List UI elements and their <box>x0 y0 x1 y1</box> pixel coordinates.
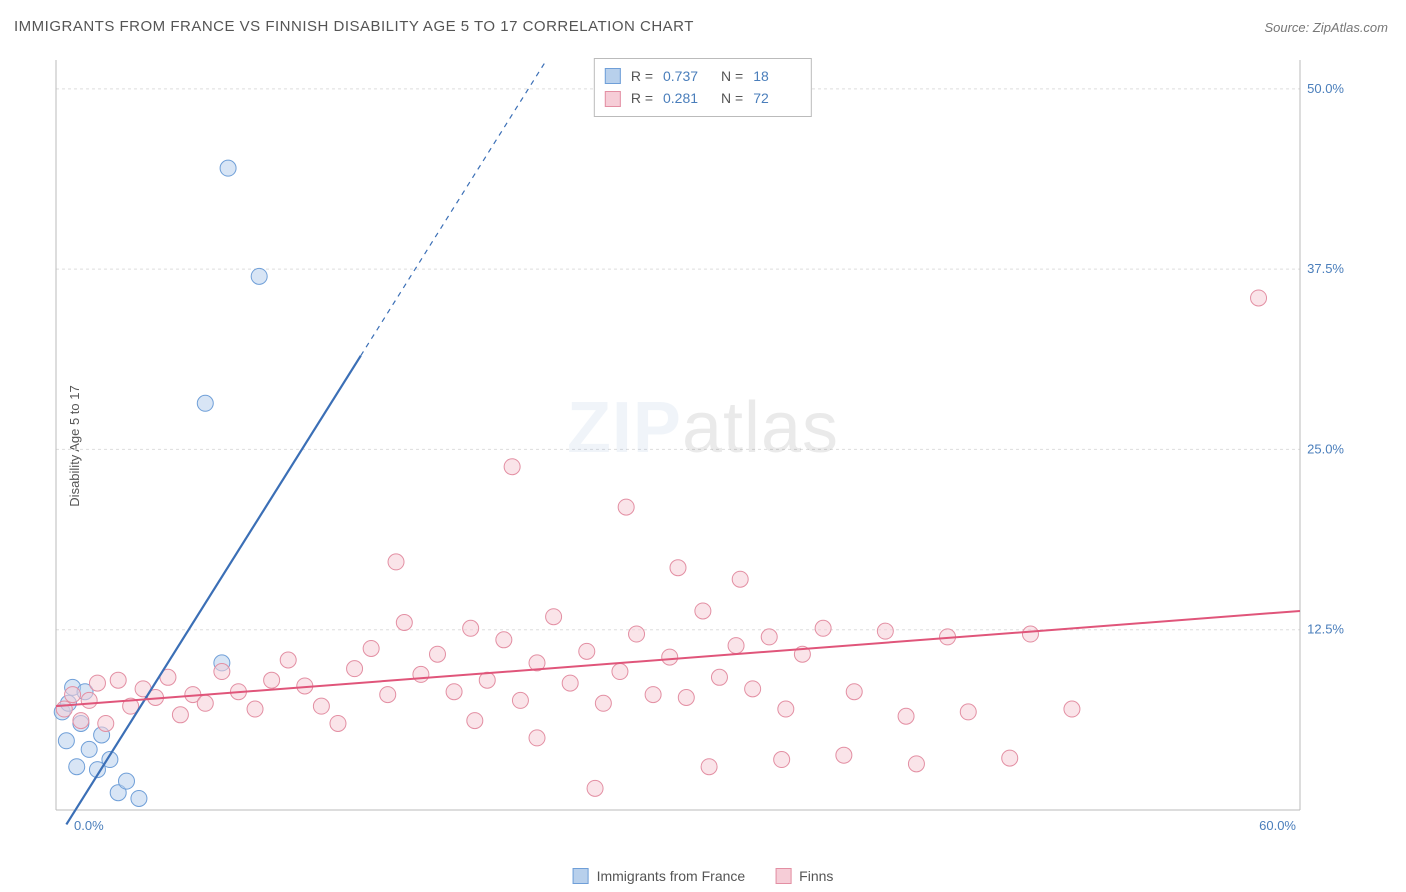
n-value-finns: 72 <box>753 87 801 109</box>
svg-text:37.5%: 37.5% <box>1307 261 1344 276</box>
series-legend: Immigrants from France Finns <box>573 868 834 884</box>
swatch-finns-icon <box>775 868 791 884</box>
n-label: N = <box>721 87 743 109</box>
svg-text:0.0%: 0.0% <box>74 818 104 833</box>
scatter-svg: 12.5% 25.0% 37.5% 50.0% 0.0% 60.0% <box>50 50 1350 840</box>
legend-label-finns: Finns <box>799 868 833 884</box>
source-attribution: Source: ZipAtlas.com <box>1264 20 1388 35</box>
r-label: R = <box>631 65 653 87</box>
chart-container: IMMIGRANTS FROM FRANCE VS FINNISH DISABI… <box>0 0 1406 892</box>
r-label: R = <box>631 87 653 109</box>
n-value-france: 18 <box>753 65 801 87</box>
svg-text:60.0%: 60.0% <box>1259 818 1296 833</box>
legend-item-france: Immigrants from France <box>573 868 746 884</box>
swatch-finns <box>605 91 621 107</box>
legend-item-finns: Finns <box>775 868 833 884</box>
plot-area: 12.5% 25.0% 37.5% 50.0% 0.0% 60.0% <box>50 50 1350 840</box>
r-value-finns: 0.281 <box>663 87 711 109</box>
r-value-france: 0.737 <box>663 65 711 87</box>
svg-text:25.0%: 25.0% <box>1307 441 1344 456</box>
legend-row-finns: R = 0.281 N = 72 <box>605 87 801 109</box>
legend-label-france: Immigrants from France <box>597 868 746 884</box>
source-prefix: Source: <box>1264 20 1312 35</box>
legend-row-france: R = 0.737 N = 18 <box>605 65 801 87</box>
svg-text:12.5%: 12.5% <box>1307 622 1344 637</box>
n-label: N = <box>721 65 743 87</box>
svg-text:50.0%: 50.0% <box>1307 81 1344 96</box>
swatch-france-icon <box>573 868 589 884</box>
swatch-france <box>605 68 621 84</box>
chart-title: IMMIGRANTS FROM FRANCE VS FINNISH DISABI… <box>14 18 694 35</box>
source-name: ZipAtlas.com <box>1313 20 1388 35</box>
correlation-legend: R = 0.737 N = 18 R = 0.281 N = 72 <box>594 58 812 117</box>
